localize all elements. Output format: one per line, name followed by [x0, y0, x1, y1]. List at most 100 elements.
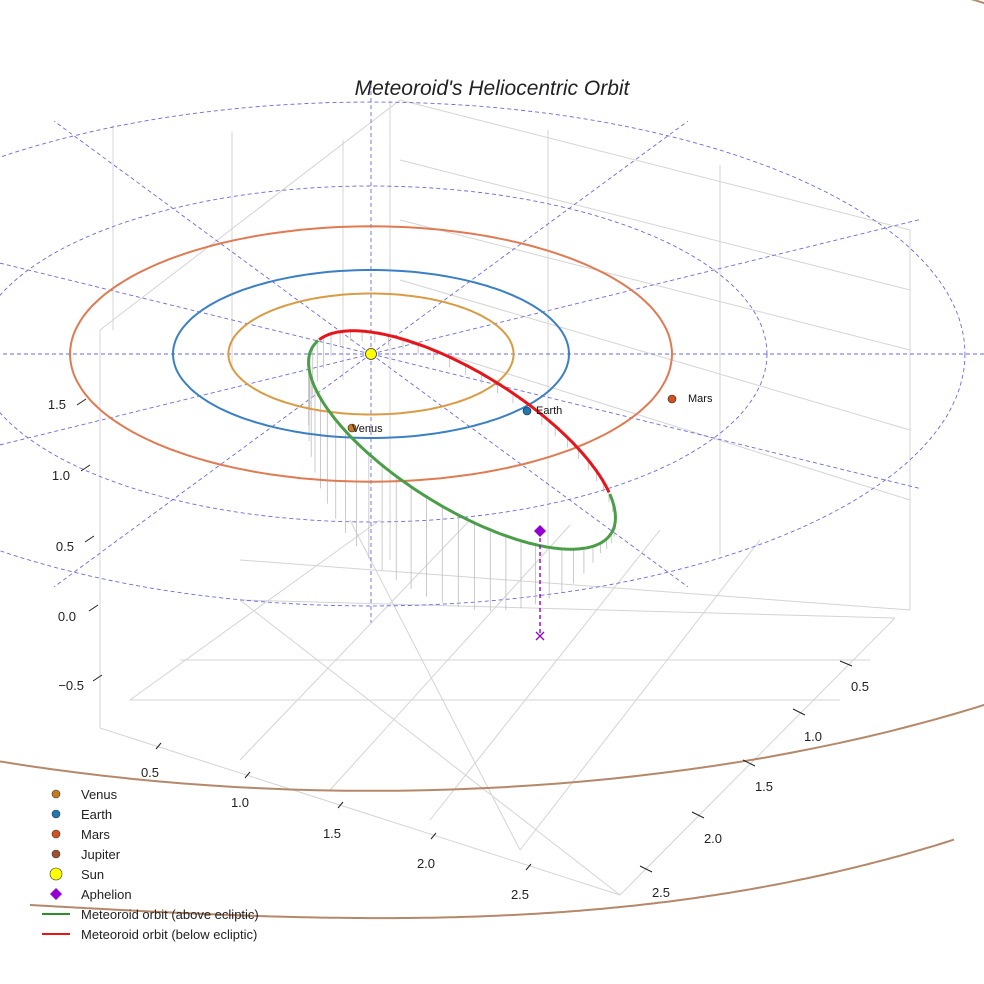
grid-line [399, 219, 911, 351]
z-tick-label: 1.0 [52, 468, 70, 483]
y-tick-label: 1.5 [755, 779, 773, 794]
grid-line [99, 727, 621, 896]
venus-marker-icon [51, 789, 61, 799]
mars-orbit [68, 225, 673, 483]
grid-line [429, 529, 661, 821]
legend-label: Jupiter [81, 847, 121, 862]
z-tick-mark [76, 398, 87, 406]
legend-label: Sun [81, 867, 104, 882]
legend-label: Meteoroid orbit (below ecliptic) [81, 927, 257, 942]
reference-spoke [0, 353, 372, 446]
grid-line [239, 519, 471, 761]
aphelion-diamond-icon [50, 888, 62, 900]
orbit-below-ecliptic [318, 329, 611, 494]
x-tick-mark [337, 801, 344, 809]
y-tick-mark [839, 660, 853, 667]
reference-ring [0, 101, 966, 607]
reference-spoke [53, 120, 372, 355]
x-tick-mark [525, 863, 532, 871]
legend: Venus Earth Mars Jupiter Sun Aphelion Me… [42, 787, 259, 942]
grid-line [399, 159, 911, 291]
earth-orbit [171, 269, 570, 439]
earth-marker [522, 406, 532, 416]
chart-title: Meteoroid's Heliocentric Orbit [355, 77, 631, 100]
venus-label: Venus [352, 423, 383, 435]
z-tick-label: −0.5 [58, 678, 84, 693]
box-grid [99, 99, 911, 896]
earth-marker-icon [51, 809, 61, 819]
grid-line [349, 519, 521, 851]
z-tick-label: 0.0 [58, 609, 76, 624]
reference-spoke [370, 353, 689, 588]
grid-line [519, 539, 761, 851]
reference-spoke [0, 262, 372, 355]
x-tick-mark [155, 742, 162, 750]
venus-orbit [227, 292, 515, 416]
grid-line [399, 99, 911, 231]
sun-marker [365, 348, 377, 360]
legend-item-jupiter: Jupiter [51, 847, 121, 862]
grid-line [239, 599, 896, 619]
legend-item-earth: Earth [51, 807, 112, 822]
y-tick-label: 2.5 [652, 885, 670, 900]
legend-item-orbit-above: Meteoroid orbit (above ecliptic) [42, 907, 259, 922]
markers: Venus Earth Mars [29, 348, 955, 920]
x-axis: 0.5 1.0 1.5 2.0 2.5 [141, 742, 532, 902]
mars-label: Mars [688, 393, 713, 405]
x-tick-label: 2.5 [511, 887, 529, 902]
z-tick-mark [80, 464, 91, 472]
z-tick-mark [84, 535, 95, 543]
x-tick-label: 2.0 [417, 856, 435, 871]
orbit-above-ecliptic-b [608, 493, 617, 535]
grid-line [329, 524, 571, 791]
legend-item-aphelion: Aphelion [50, 887, 132, 902]
y-tick-label: 1.0 [804, 729, 822, 744]
orbit-drop-lines [308, 330, 616, 611]
x-tick-label: 1.0 [231, 795, 249, 810]
x-tick-mark [430, 832, 437, 840]
mars-marker [667, 394, 677, 404]
legend-label: Venus [81, 787, 118, 802]
x-tick-mark [244, 771, 251, 779]
grid-line [99, 99, 401, 331]
aphelion-marker [534, 525, 546, 537]
planet-orbits [0, 0, 984, 792]
jupiter-marker-icon [51, 849, 61, 859]
mars-marker-icon [51, 829, 61, 839]
sun-marker-icon [49, 867, 63, 881]
legend-item-orbit-below: Meteoroid orbit (below ecliptic) [42, 927, 257, 942]
aphelion-projection-marker [535, 631, 545, 641]
z-tick-label: 1.5 [48, 397, 66, 412]
z-tick-mark [92, 674, 103, 682]
z-tick-mark [88, 604, 99, 612]
grid-line [239, 559, 911, 611]
reference-spoke [370, 120, 689, 355]
grid-line [399, 279, 911, 431]
venus-marker [347, 423, 357, 433]
y-tick-label: 0.5 [851, 679, 869, 694]
z-axis: 1.5 1.0 0.5 0.0 −0.5 [48, 397, 103, 693]
legend-label: Aphelion [81, 887, 132, 902]
jupiter-orbit-arc [29, 838, 955, 920]
x-tick-label: 0.5 [141, 765, 159, 780]
legend-label: Mars [81, 827, 110, 842]
grid-line [399, 339, 911, 501]
y-tick-label: 2.0 [704, 831, 722, 846]
legend-label: Meteoroid orbit (above ecliptic) [81, 907, 259, 922]
y-tick-mark [691, 811, 705, 819]
y-axis: 0.5 1.0 1.5 2.0 2.5 [639, 660, 869, 900]
legend-item-mars: Mars [51, 827, 110, 842]
y-tick-mark [792, 708, 806, 716]
orbit-above-ecliptic-a [307, 339, 613, 551]
ecliptic-reference-grid [0, 85, 984, 623]
y-tick-mark [639, 865, 653, 873]
grid-line [239, 599, 621, 896]
grid-line [129, 519, 381, 701]
earth-label: Earth [536, 405, 562, 417]
legend-label: Earth [81, 807, 112, 822]
reference-spoke [370, 353, 920, 489]
grid-line [619, 617, 896, 896]
z-tick-label: 0.5 [56, 539, 74, 554]
y-tick-mark [742, 759, 756, 767]
